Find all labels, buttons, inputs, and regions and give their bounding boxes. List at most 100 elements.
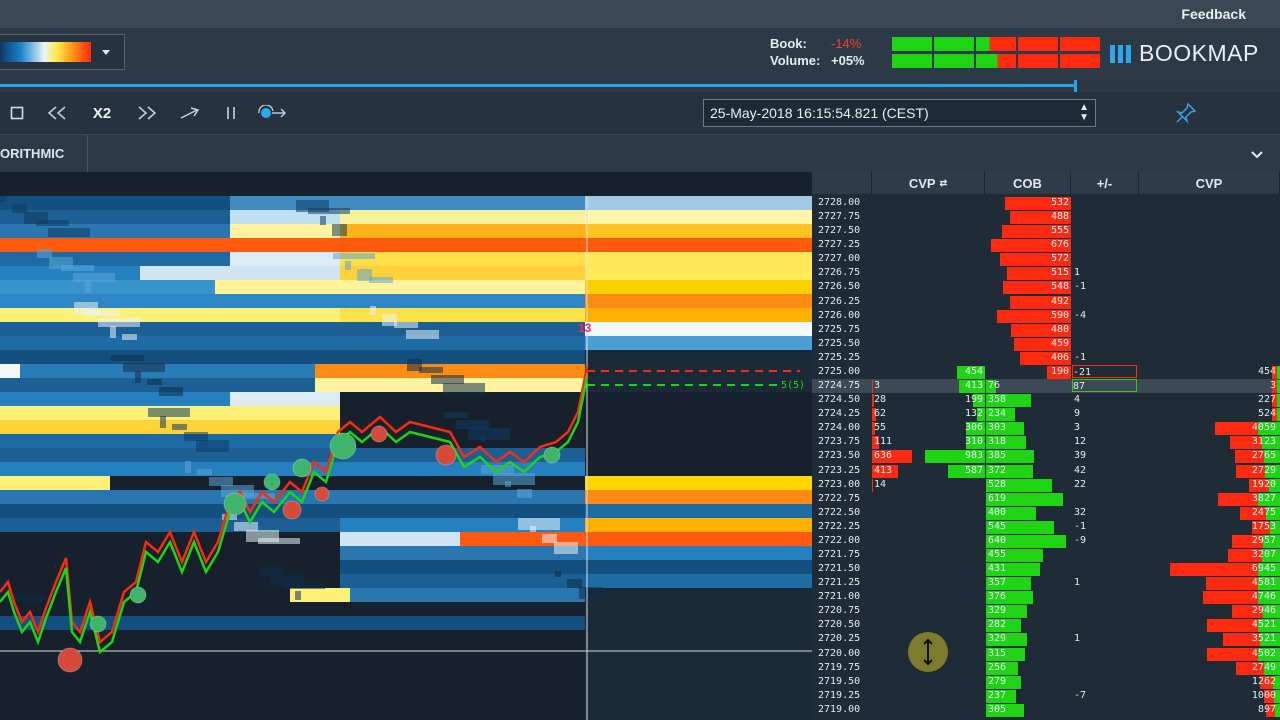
ladder-row[interactable]: 2725.25 406 -1: [812, 351, 1280, 365]
spinner-arrows-icon[interactable]: ▲ ▼: [1079, 102, 1089, 123]
heatmap-streak: [209, 477, 233, 486]
header-cvp-right[interactable]: CVP: [1139, 172, 1280, 194]
ladder-row[interactable]: 2726.00 590 -4: [812, 309, 1280, 323]
ladder-row[interactable]: 2726.50 548 -1: [812, 280, 1280, 295]
timeline-handle[interactable]: [1074, 80, 1077, 92]
heatmap-band: [0, 252, 230, 266]
ladder-row[interactable]: 2721.50 431 6945: [812, 562, 1280, 577]
ladder-row[interactable]: 2720.75 329 2946: [812, 604, 1280, 619]
cvp-right-red-bar: [1218, 492, 1259, 506]
chevron-down-icon[interactable]: [1250, 147, 1264, 163]
heatmap-gradient-swatch: [1, 42, 91, 62]
heatmap-streak: [530, 526, 536, 532]
ladder-row[interactable]: 2720.00 315 4502: [812, 647, 1280, 661]
ladder-row[interactable]: 2723.00 14 528 22 1920: [812, 478, 1280, 492]
ladder-row[interactable]: 2728.00 532: [812, 196, 1280, 210]
heatmap-band: [230, 224, 340, 238]
ladder-row[interactable]: 2719.25 237 -7 1000: [812, 689, 1280, 703]
cob-bid-cell: 385: [988, 450, 1007, 462]
cvp-buy-cell: 454: [964, 365, 983, 377]
ladder-row[interactable]: 2723.75 111 310 318 12 3123: [812, 435, 1280, 450]
ladder-row[interactable]: 2727.00 572: [812, 252, 1280, 267]
cob-bid-cell: 619: [988, 492, 1007, 504]
ladder-row[interactable]: 2720.25 329 1 3521: [812, 632, 1280, 647]
rewind-icon[interactable]: [44, 100, 70, 126]
heatmap-streak: [37, 249, 52, 258]
tab-instrument[interactable]: ORITHMIC: [0, 135, 88, 172]
ladder-row[interactable]: 2725.50 459: [812, 337, 1280, 351]
heatmap-streak: [444, 412, 468, 418]
header-plus-minus[interactable]: +/-: [1071, 172, 1139, 194]
ladder-row[interactable]: 2721.25 357 1 4581: [812, 576, 1280, 591]
heatmap-band: [585, 490, 812, 504]
ladder-row[interactable]: 2721.75 455 3207: [812, 548, 1280, 562]
plus-minus-cell: 9: [1074, 408, 1081, 420]
ladder-row[interactable]: 2726.25 492: [812, 295, 1280, 309]
cvp-right-cell: 3827: [1251, 492, 1276, 504]
ladder-row[interactable]: 2723.25 413 587 372 42 2729: [812, 464, 1280, 478]
ladder-row[interactable]: 2724.50 28 199 358 4 227: [812, 393, 1280, 408]
cvp-sell-bar: [872, 464, 898, 478]
cvp-right-cell: 1000: [1251, 689, 1276, 701]
plus-minus-cell: -1: [1074, 520, 1087, 532]
replay-timeline[interactable]: [0, 80, 1280, 92]
header-cvp-left[interactable]: CVP ⇄: [872, 172, 985, 194]
brand-name: BOOKMAP: [1139, 40, 1259, 66]
pin-icon[interactable]: [1174, 100, 1198, 126]
ladder-row[interactable]: 2725.75 480: [812, 323, 1280, 337]
ladder-row[interactable]: 2727.25 676: [812, 238, 1280, 253]
ladder-row[interactable]: 2727.50 555: [812, 224, 1280, 239]
heatmap-streak: [518, 518, 560, 530]
heatmap-streak: [283, 583, 325, 589]
cob-ask-bar: [991, 239, 1071, 253]
ladder-row[interactable]: 2724.25 62 132 234 9 524: [812, 407, 1280, 422]
feedback-link[interactable]: Feedback: [1181, 6, 1246, 22]
ladder-row[interactable]: 2724.00 55 306 303 3 4059: [812, 421, 1280, 436]
heatmap-band: [340, 504, 585, 518]
heatmap-band: [0, 630, 585, 720]
speed-button[interactable]: X2: [92, 104, 112, 122]
ladder-row[interactable]: 2722.50 400 32 2475: [812, 506, 1280, 520]
cvp-right-red-bar: [1272, 365, 1278, 379]
ladder-row[interactable]: 2726.75 515 1: [812, 266, 1280, 281]
heatmap-chart[interactable]: 13 5(5): [0, 172, 812, 720]
heatmap-band: [585, 224, 812, 238]
ladder-row[interactable]: 2719.50 279 1262: [812, 675, 1280, 689]
price-cell: 2727.00: [818, 253, 861, 265]
heatmap-color-picker[interactable]: [0, 34, 125, 70]
go-live-icon[interactable]: [255, 100, 289, 126]
ladder-row[interactable]: 2722.25 545 -1 1753: [812, 520, 1280, 534]
ladder-row[interactable]: 2719.75 256 2749: [812, 661, 1280, 675]
ladder-row[interactable]: 2719.00 305 897: [812, 703, 1280, 717]
heatmap-band: [0, 196, 230, 210]
cob-bid-cell: 234: [988, 408, 1007, 420]
jump-forward-icon[interactable]: [178, 100, 202, 126]
cvp-sell-cell: 3: [874, 380, 881, 392]
cvp-right-red-bar: [1232, 534, 1264, 548]
cvp-right-red-bar: [1259, 675, 1273, 689]
header-cob[interactable]: COB: [985, 172, 1071, 194]
heatmap-band: [585, 196, 812, 210]
ladder-row[interactable]: 2727.75 488: [812, 210, 1280, 225]
heatmap-streak: [0, 196, 6, 202]
ladder-row[interactable]: 2722.75 619 3827: [812, 492, 1280, 506]
cob-ask-bar: [1002, 281, 1071, 295]
heatmap-streak: [554, 542, 578, 554]
ladder-row[interactable]: 2720.50 282 4521: [812, 618, 1280, 633]
plus-minus-cell: 1: [1074, 267, 1081, 279]
cvp-right-green-bar: [1266, 506, 1280, 520]
ladder-row[interactable]: 2721.00 376 4746: [812, 590, 1280, 605]
pause-icon[interactable]: [222, 100, 240, 126]
fast-forward-icon[interactable]: [134, 100, 160, 126]
ladder-row[interactable]: 2723.50 636 983 385 39 2765: [812, 449, 1280, 464]
heatmap-streak: [185, 461, 191, 473]
ladder-row[interactable]: 2722.00 640 -9 2957: [812, 534, 1280, 548]
ladder-row[interactable]: 2724.75 3 413 76 87 3: [812, 379, 1280, 394]
heatmap-band: [340, 252, 585, 266]
cob-bid-cell: 400: [988, 506, 1007, 518]
ladder-row[interactable]: 2725.00 454 190 -21 454: [812, 364, 1280, 379]
heatmap-streak: [122, 334, 137, 340]
stop-icon[interactable]: [8, 100, 26, 126]
heatmap-streak: [184, 432, 208, 441]
datetime-field[interactable]: 25-May-2018 16:15:54.821 (CEST) ▲ ▼: [703, 99, 1096, 127]
